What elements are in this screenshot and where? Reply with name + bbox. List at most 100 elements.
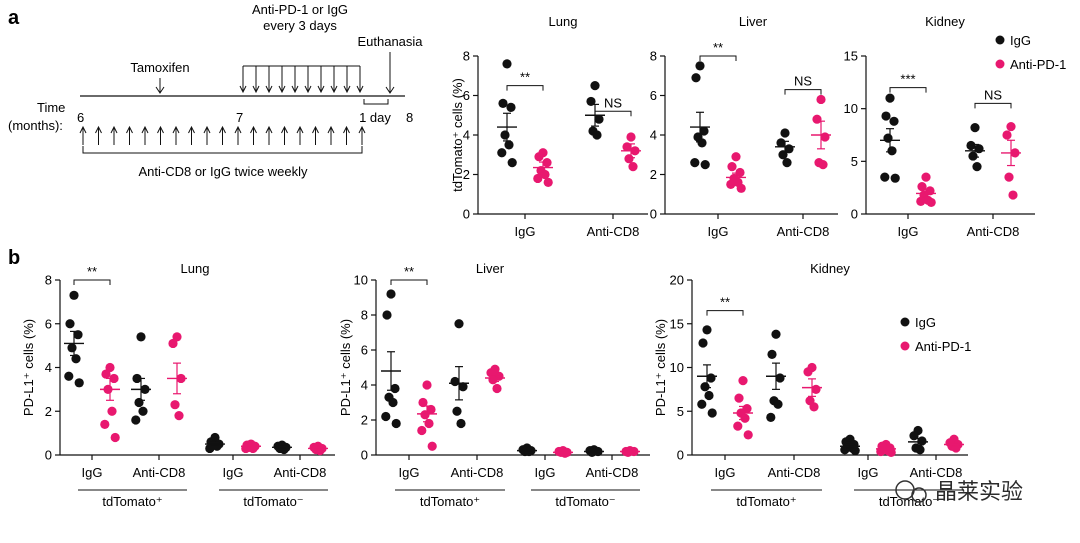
data-point-igg — [507, 158, 517, 168]
data-point-anti-pd1 — [921, 172, 931, 182]
y-tick-label: 15 — [844, 49, 858, 64]
y-axis-label: tdTomato⁺ cells (%) — [450, 78, 465, 192]
chart-title: Liver — [739, 14, 768, 29]
cd8-dose-arrow-head — [95, 125, 102, 134]
data-point-anti-pd1 — [420, 410, 430, 420]
y-tick-label: 4 — [463, 128, 470, 143]
one-day-bracket — [363, 99, 389, 105]
data-point-igg — [69, 290, 79, 300]
data-point-anti-pd1 — [809, 402, 819, 412]
y-tick-label: 8 — [650, 49, 657, 64]
cd8-dose-arrow-head — [188, 125, 195, 134]
data-point-anti-pd1 — [1006, 121, 1016, 132]
y-tick-label: 8 — [361, 308, 368, 323]
wechat-icon-secondary — [911, 487, 927, 503]
cd8-dose-arrow-head — [343, 125, 350, 134]
data-point-anti-pd1 — [811, 384, 821, 394]
data-point-igg — [590, 81, 600, 91]
chart-a-liver: Liver 0 2 4 6 8 IgG Anti-CD8 ** NS — [650, 14, 838, 239]
data-point-igg — [382, 310, 392, 320]
data-point-anti-pd1 — [738, 376, 748, 386]
significance-bracket — [706, 310, 744, 316]
significance-label: ** — [87, 264, 97, 279]
x-tick-label: IgG — [223, 465, 244, 480]
data-point-anti-pd1 — [726, 179, 736, 189]
time-unit-label: (months): — [8, 118, 63, 133]
data-point-igg — [504, 140, 514, 150]
y-tick-label: 2 — [45, 404, 52, 419]
pd1-dose-arrow-head — [304, 85, 312, 94]
y-tick-label: 0 — [650, 207, 657, 222]
data-point-igg — [881, 111, 891, 121]
significance-bracket — [889, 87, 927, 93]
chart-b-liver: Liver 0 2 4 6 8 10 PD-L1⁺ cells (%) IgG Anti-CD8 I… — [338, 261, 650, 509]
x-tick-label: Anti-CD8 — [586, 465, 639, 480]
month-8-label: 8 — [406, 110, 413, 125]
cd8-dose-arrow-head — [110, 125, 118, 134]
cd8-dose-arrow-head — [281, 125, 288, 134]
cd8-schedule-label: Anti-CD8 or IgG twice weekly — [138, 164, 308, 179]
data-point-anti-pd1 — [426, 404, 436, 415]
pd1-dose-arrow-head — [291, 85, 299, 94]
data-point-anti-pd1 — [533, 173, 543, 184]
data-point-anti-pd1 — [816, 94, 826, 105]
cd8-dose-arrow-head — [265, 125, 273, 134]
y-tick-label: 6 — [650, 88, 657, 103]
month-7-label: 7 — [236, 110, 243, 125]
chart-b-kidney: Kidney 0 5 10 15 20 PD-L1⁺ cells (%) IgG Anti-CD… — [653, 261, 968, 509]
data-point-igg — [889, 116, 899, 126]
data-point-igg — [885, 93, 895, 103]
y-tick-label: 4 — [361, 378, 368, 393]
group-label: tdTomato⁺ — [420, 494, 480, 509]
y-tick-label: 2 — [463, 167, 470, 182]
data-point-igg — [73, 330, 83, 340]
data-point-anti-pd1 — [422, 380, 432, 390]
significance-bracket — [784, 89, 822, 95]
pd1-dose-arrow-head — [239, 85, 247, 94]
pd1-treatment-label: Anti-PD-1 or IgG — [252, 2, 348, 17]
data-point-igg — [915, 445, 925, 455]
data-point-igg — [390, 383, 400, 394]
data-point-igg — [500, 130, 510, 140]
cd8-dose-arrow-head — [141, 125, 149, 134]
one-day-label: 1 day — [359, 110, 391, 125]
euthanasia-arrow-head — [385, 86, 395, 94]
data-point-igg — [131, 415, 141, 425]
data-point-igg — [388, 397, 398, 408]
data-point-anti-pd1 — [916, 196, 926, 206]
data-point-anti-pd1 — [917, 182, 927, 192]
x-tick-label: IgG — [858, 465, 879, 480]
data-point-anti-pd1 — [168, 338, 178, 349]
x-tick-label: IgG — [535, 465, 556, 480]
pd1-dose-arrow-head — [265, 85, 273, 94]
cd8-dose-arrow-head — [157, 125, 164, 134]
y-tick-label: 20 — [670, 273, 684, 288]
x-tick-label: Anti-CD8 — [910, 465, 963, 480]
data-point-igg — [458, 382, 468, 392]
group-label: tdTomato⁻ — [243, 494, 303, 509]
panel-label-b: b — [8, 247, 20, 269]
data-point-igg — [776, 138, 786, 148]
cd8-dose-arrow-head — [126, 125, 133, 134]
significance-bracket — [506, 85, 544, 91]
legend-b: IgG Anti-PD-1 — [900, 315, 971, 354]
data-point-igg — [65, 319, 75, 329]
significance-label: ** — [720, 295, 730, 310]
data-point-igg — [497, 148, 507, 158]
cd8-dose-arrows — [79, 125, 366, 145]
y-tick-label: 5 — [677, 404, 684, 419]
data-point-igg — [697, 399, 707, 409]
data-point-anti-pd1 — [812, 114, 822, 124]
data-point-igg — [454, 319, 464, 329]
data-point-anti-pd1 — [1004, 172, 1014, 182]
data-point-igg — [773, 399, 783, 409]
y-axis-label: PD-L1⁺ cells (%) — [21, 319, 36, 416]
data-point-anti-pd1 — [803, 367, 813, 377]
data-point-igg — [391, 418, 401, 429]
x-tick-label: IgG — [898, 224, 919, 239]
legend-b-pd1-label: Anti-PD-1 — [915, 339, 971, 354]
cd8-dose-arrow-head — [250, 125, 257, 134]
cd8-bracket — [82, 146, 363, 154]
y-tick-label: 0 — [361, 448, 368, 463]
data-point-anti-pd1 — [418, 397, 428, 408]
